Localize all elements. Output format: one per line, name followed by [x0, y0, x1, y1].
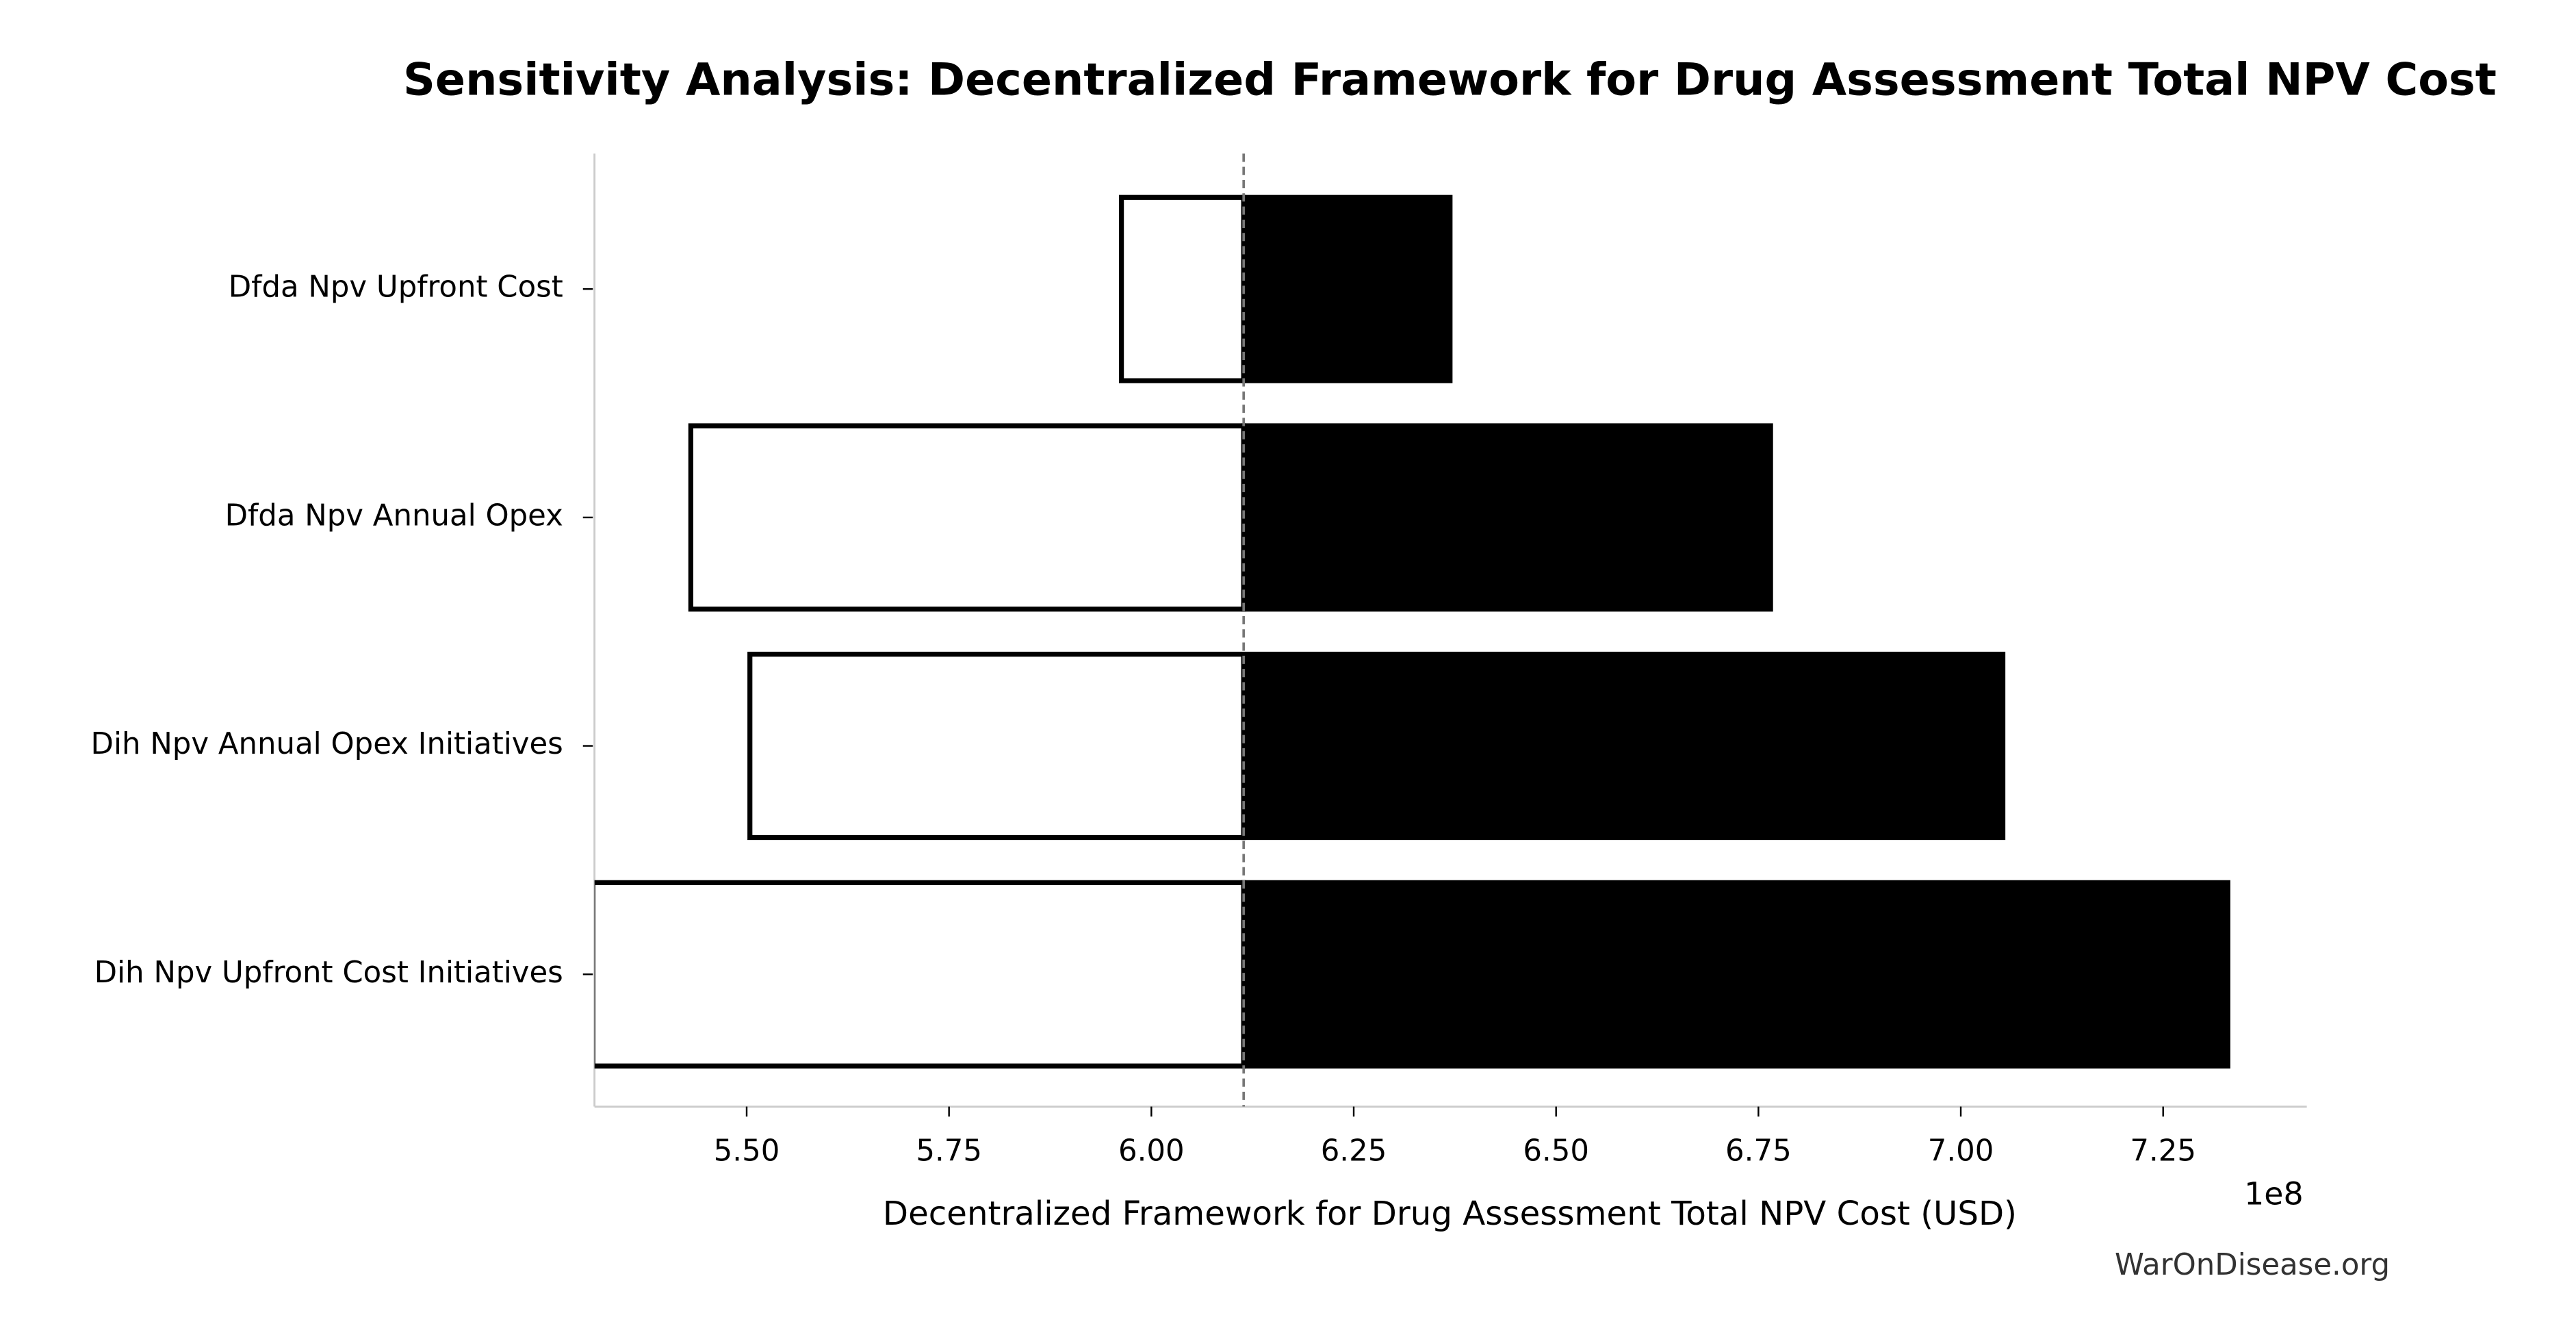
bar — [594, 880, 1246, 1069]
y-tick-label: Dih Npv Upfront Cost Initiatives — [94, 956, 563, 990]
chart-title: Sensitivity Analysis: Decentralized Fram… — [403, 55, 2497, 106]
x-tick-label: 6.75 — [1725, 1134, 1792, 1169]
y-tick-label: Dih Npv Annual Opex Initiatives — [91, 727, 563, 761]
bar — [1241, 423, 1773, 612]
y-tick-label: Dfda Npv Upfront Cost — [229, 270, 563, 305]
x-offset-label: 1e8 — [2244, 1175, 2304, 1212]
bar — [1118, 194, 1246, 383]
bar — [1241, 880, 2230, 1069]
watermark: WarOnDisease.org — [2115, 1248, 2390, 1282]
x-tick-label: 5.50 — [714, 1134, 780, 1169]
x-tick-label: 7.25 — [2130, 1134, 2196, 1169]
bar — [688, 423, 1246, 612]
x-tick-label: 7.00 — [1928, 1134, 1994, 1169]
bar — [1241, 194, 1453, 383]
x-tick-label: 5.75 — [916, 1134, 982, 1169]
bar — [747, 652, 1246, 841]
x-axis-label: Decentralized Framework for Drug Assessm… — [883, 1195, 2017, 1233]
x-tick-label: 6.50 — [1523, 1134, 1589, 1169]
x-tick-label: 6.25 — [1321, 1134, 1387, 1169]
y-tick-label: Dfda Npv Annual Opex — [225, 498, 563, 533]
x-tick-label: 6.00 — [1118, 1134, 1185, 1169]
bar — [1241, 652, 2006, 841]
